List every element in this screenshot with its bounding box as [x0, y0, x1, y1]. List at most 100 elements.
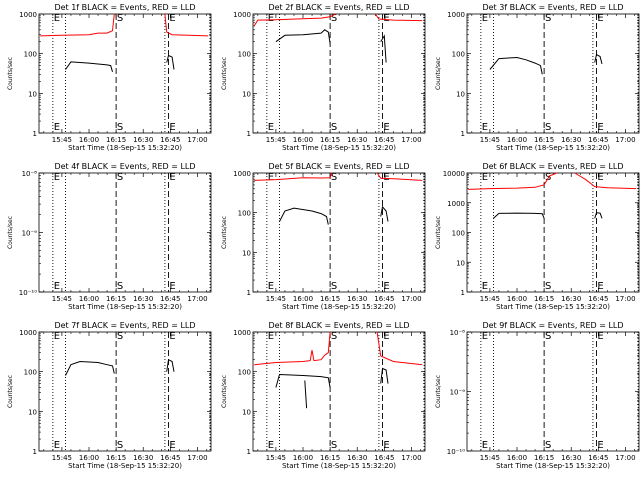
x-axis-label: Start Time (18-Sep-15 15:32:20): [282, 462, 396, 470]
series-line-black: [493, 212, 545, 219]
y-tick-label: 1: [247, 448, 251, 456]
x-tick-label: 16:45: [374, 136, 394, 144]
marker-label: E: [482, 172, 488, 183]
x-tick-label: 17:00: [187, 454, 207, 462]
x-axis-label: Start Time (18-Sep-15 15:32:20): [68, 144, 182, 152]
series-line-black: [594, 53, 603, 65]
x-tick-label: 16:45: [160, 454, 180, 462]
series-line-red: [376, 331, 423, 366]
series-line-black: [275, 373, 331, 388]
marker-label: S: [545, 281, 551, 292]
series-line-red: [40, 13, 115, 37]
x-tick-label: 16:15: [320, 454, 340, 462]
marker-label: E: [597, 281, 603, 292]
marker-label: S: [545, 122, 551, 133]
y-axis-label: Counts/sec: [221, 375, 228, 408]
panel-title: Det 7f BLACK = Events, RED = LLD: [54, 321, 195, 330]
x-tick-label: 16:15: [534, 454, 554, 462]
y-tick-label: 10⁻⁹: [22, 230, 38, 238]
y-tick-label: 1: [461, 130, 465, 138]
x-tick-label: 16:45: [374, 295, 394, 303]
x-tick-label: 16:45: [588, 295, 608, 303]
marker-label: E: [268, 13, 274, 24]
marker-label: S: [331, 331, 337, 342]
series-line-black: [489, 56, 543, 75]
series-line-red: [253, 13, 336, 27]
panel-3: Det 3f BLACK = Events, RED = LLD 1 10 100 10…: [435, 3, 640, 152]
marker-label: S: [331, 13, 337, 24]
panel-title: Det 1f BLACK = Events, RED = LLD: [54, 3, 195, 12]
x-tick-label: 16:15: [320, 295, 340, 303]
y-tick-label: 10000: [443, 170, 465, 178]
y-tick-label: 10⁻⁸: [450, 329, 466, 337]
plot-frame: [466, 13, 640, 134]
marker-label: S: [545, 440, 551, 451]
panel-title: Det 6f BLACK = Events, RED = LLD: [482, 162, 623, 171]
x-tick-label: 15:45: [480, 454, 500, 462]
x-axis-label: Start Time (18-Sep-15 15:32:20): [496, 144, 610, 152]
series-line-black: [65, 61, 113, 72]
series-line-black: [304, 380, 308, 409]
panel-7: Det 7f BLACK = Events, RED = LLD 1 10 100 10…: [7, 321, 212, 470]
x-tick-label: 16:30: [133, 295, 153, 303]
series-line-black: [594, 212, 603, 219]
x-axis-label: Start Time (18-Sep-15 15:32:20): [496, 303, 610, 311]
panel-title: Det 8f BLACK = Events, RED = LLD: [268, 321, 409, 330]
series-line-black: [380, 205, 389, 222]
panel-title: Det 9f BLACK = Events, RED = LLD: [482, 321, 623, 330]
y-axis-label: Counts/sec: [221, 57, 228, 90]
y-axis-label: Counts/sec: [7, 216, 14, 249]
marker-label: E: [383, 281, 389, 292]
y-axis-label: Counts/sec: [221, 216, 228, 249]
x-tick-label: 16:45: [588, 454, 608, 462]
x-tick-label: 17:00: [401, 454, 421, 462]
marker-label: S: [331, 440, 337, 451]
y-tick-label: 1: [33, 130, 37, 138]
marker-label: E: [383, 122, 389, 133]
series-line-red: [254, 331, 331, 366]
series-line-red: [376, 172, 423, 181]
plot-frame: [466, 172, 640, 293]
panel-1: Det 1f BLACK = Events, RED = LLD 1 10 100 10…: [7, 3, 212, 152]
marker-label: E: [383, 440, 389, 451]
marker-label: E: [597, 122, 603, 133]
y-tick-label: 1000: [447, 11, 465, 19]
x-tick-label: 16:00: [507, 295, 527, 303]
x-tick-label: 16:30: [561, 454, 581, 462]
marker-label: E: [597, 331, 603, 342]
marker-label: S: [117, 13, 123, 24]
x-tick-label: 16:00: [293, 295, 313, 303]
x-tick-label: 16:30: [347, 136, 367, 144]
x-tick-label: 16:00: [79, 295, 99, 303]
marker-label: S: [117, 281, 123, 292]
y-tick-label: 100: [238, 51, 251, 59]
marker-label: S: [545, 331, 551, 342]
marker-label: E: [482, 13, 488, 24]
x-axis-label: Start Time (18-Sep-15 15:32:20): [282, 303, 396, 311]
y-tick-label: 1000: [233, 329, 251, 337]
y-tick-label: 10: [242, 249, 251, 257]
marker-label: E: [383, 13, 389, 24]
x-tick-label: 15:45: [266, 136, 286, 144]
marker-label: E: [169, 331, 175, 342]
marker-label: E: [169, 172, 175, 183]
x-tick-label: 16:00: [293, 454, 313, 462]
marker-label: E: [268, 331, 274, 342]
y-tick-label: 100: [24, 369, 37, 377]
x-tick-label: 16:00: [79, 454, 99, 462]
plot-frame: [38, 172, 212, 293]
marker-label: S: [117, 122, 123, 133]
marker-label: E: [54, 172, 60, 183]
y-tick-label: 10: [242, 408, 251, 416]
marker-label: E: [169, 13, 175, 24]
x-tick-label: 15:45: [266, 454, 286, 462]
y-tick-label: 1000: [233, 170, 251, 178]
x-tick-label: 17:00: [615, 454, 635, 462]
marker-label: E: [482, 281, 488, 292]
y-tick-label: 10⁻⁹: [450, 389, 466, 397]
y-tick-label: 100: [24, 51, 37, 59]
x-tick-label: 16:15: [320, 136, 340, 144]
x-tick-label: 15:45: [480, 136, 500, 144]
marker-label: S: [117, 331, 123, 342]
y-tick-label: 10: [456, 259, 465, 267]
